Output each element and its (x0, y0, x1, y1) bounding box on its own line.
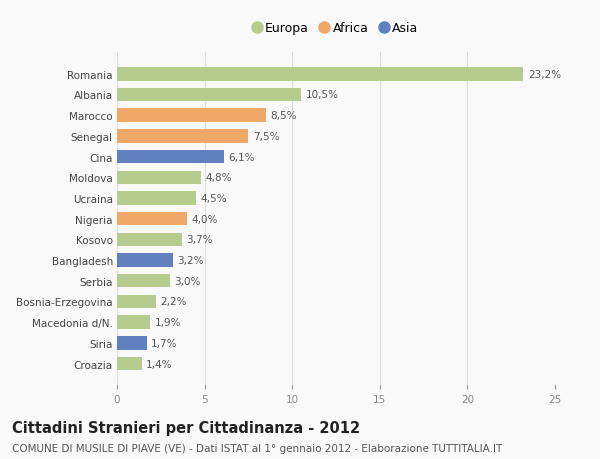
Text: 4,5%: 4,5% (200, 194, 227, 203)
Text: 1,7%: 1,7% (151, 338, 178, 348)
Bar (117, 233, 182, 246)
Legend: Europa, Africa, Asia: Europa, Africa, Asia (254, 22, 418, 35)
Text: Cittadini Stranieri per Cittadinanza - 2012: Cittadini Stranieri per Cittadinanza - 2… (12, 420, 360, 435)
Text: 4,8%: 4,8% (205, 173, 232, 183)
Bar (117, 336, 147, 350)
Text: 6,1%: 6,1% (228, 152, 255, 162)
Bar (117, 274, 170, 288)
Bar (117, 192, 196, 205)
Bar (117, 130, 248, 143)
Text: 2,2%: 2,2% (160, 297, 187, 307)
Bar (117, 357, 142, 370)
Text: 4,0%: 4,0% (191, 214, 218, 224)
Bar (117, 254, 173, 267)
Text: 23,2%: 23,2% (528, 70, 561, 79)
Bar (117, 316, 150, 329)
Bar (117, 109, 266, 123)
Text: 3,0%: 3,0% (174, 276, 200, 286)
Bar (117, 89, 301, 102)
Bar (117, 68, 523, 81)
Text: 1,4%: 1,4% (146, 359, 172, 369)
Bar (117, 151, 224, 164)
Text: 3,7%: 3,7% (186, 235, 213, 245)
Bar (117, 295, 155, 308)
Bar (117, 213, 187, 226)
Text: 3,2%: 3,2% (178, 256, 204, 265)
Text: COMUNE DI MUSILE DI PIAVE (VE) - Dati ISTAT al 1° gennaio 2012 - Elaborazione TU: COMUNE DI MUSILE DI PIAVE (VE) - Dati IS… (12, 443, 502, 453)
Text: 7,5%: 7,5% (253, 132, 279, 141)
Text: 1,9%: 1,9% (155, 318, 181, 327)
Text: 8,5%: 8,5% (270, 111, 297, 121)
Text: 10,5%: 10,5% (305, 90, 338, 100)
Bar (117, 171, 201, 185)
